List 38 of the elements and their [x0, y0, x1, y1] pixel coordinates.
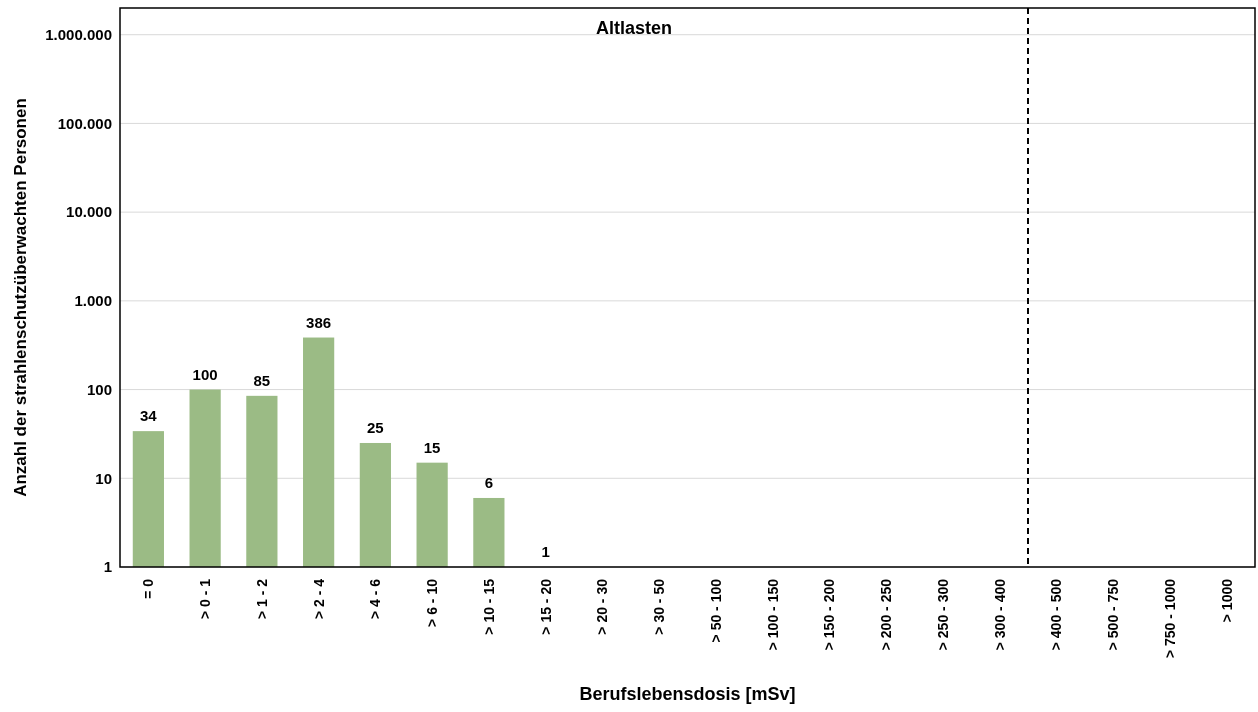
x-tick-label: > 2 - 4	[310, 578, 327, 620]
x-tick-label: > 1 - 2	[253, 578, 270, 620]
x-tick-label: > 4 - 6	[367, 578, 384, 620]
y-tick-label: 1.000	[74, 292, 112, 310]
data-label: 15	[423, 438, 441, 456]
y-axis-title: Anzahl der strahlenschutzüberwachten Personen	[11, 98, 30, 497]
x-axis-title: Berufslebensdosis [mSv]	[579, 684, 796, 704]
y-tick-label: 10.000	[66, 203, 112, 221]
text: Altlasten	[595, 18, 673, 38]
data-label: 34	[140, 407, 158, 425]
x-tick-label: > 500 - 750	[1105, 578, 1122, 651]
data-label: 85	[253, 371, 271, 389]
x-tick-label: > 50 - 100	[707, 578, 724, 643]
data-label: 1	[541, 543, 550, 560]
y-tick-label: 10	[95, 469, 112, 487]
data-label: 25	[367, 418, 384, 436]
x-tick-label: > 0 - 1	[197, 578, 214, 620]
y-tick-label: 1.000.000	[45, 25, 112, 43]
x-tick-label: > 150 - 200	[821, 578, 838, 651]
x-tick-label: > 300 - 400	[991, 578, 1008, 651]
x-tick-label: > 6 - 10	[424, 578, 441, 627]
y-tick-label: 100	[86, 380, 112, 398]
x-tick-label: > 30 - 50	[651, 578, 668, 635]
data-label: 386	[306, 313, 332, 331]
x-tick-label: > 100 - 150	[764, 578, 781, 651]
x-tick-label: > 1000	[1218, 578, 1235, 623]
x-tick-label: > 400 - 500	[1048, 578, 1065, 651]
data-label: 6	[484, 473, 494, 491]
x-tick-label: > 200 - 250	[878, 578, 895, 651]
x-tick-label: = 0	[140, 578, 157, 599]
x-tick-label: > 10 - 15	[480, 578, 497, 635]
y-tick-label: 100.000	[57, 114, 112, 132]
y-tick-label: 1	[103, 558, 112, 576]
x-tick-label: > 750 - 1000	[1161, 578, 1178, 659]
data-label: 100	[192, 365, 218, 383]
x-tick-label: > 20 - 30	[594, 578, 611, 635]
x-tick-label: > 15 - 20	[537, 578, 554, 635]
x-tick-label: > 250 - 300	[934, 578, 951, 651]
